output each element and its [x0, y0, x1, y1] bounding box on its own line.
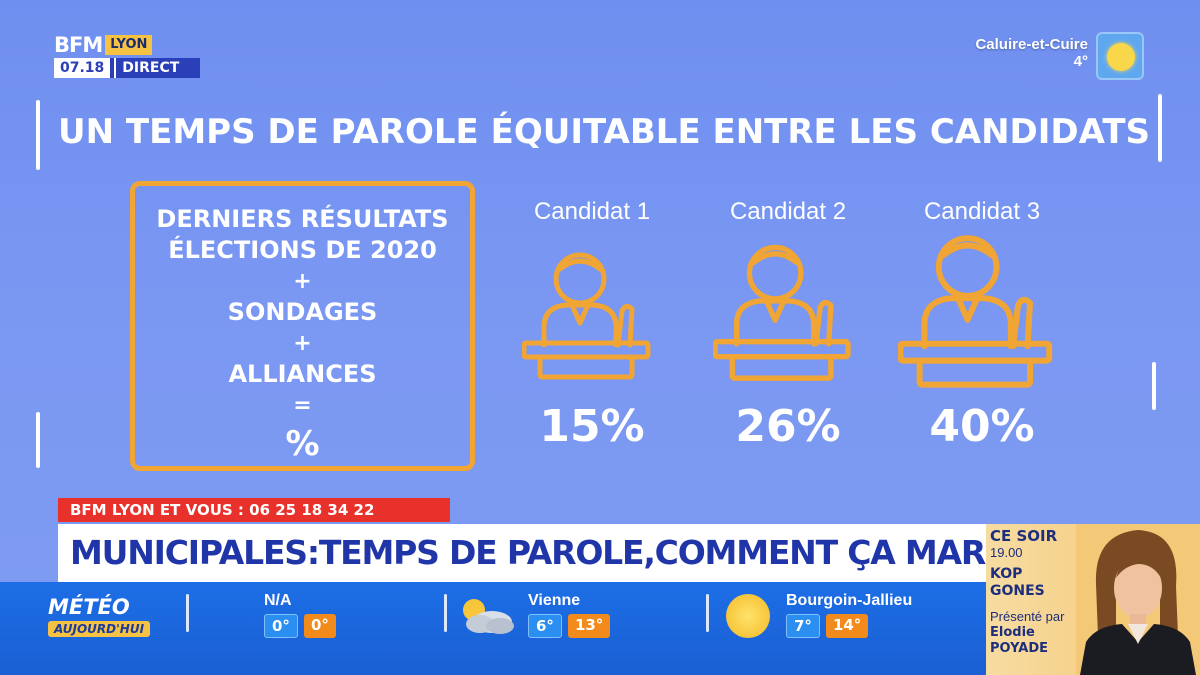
cloud-sun-icon [463, 599, 514, 634]
graphic-title: UN TEMPS DE PAROLE ÉQUITABLE ENTRE LES C… [58, 112, 1151, 152]
decor-tick [1152, 362, 1156, 410]
weather-label: MÉTÉO AUJOURD'HUI [48, 596, 166, 637]
temp-min: 6° [528, 614, 562, 638]
brand-name: BFM [54, 33, 103, 57]
weather-city-3: Bourgoin-Jallieu 7° 14° [786, 591, 912, 638]
candidate-share: 26% [735, 401, 841, 452]
formula-box: DERNIERS RÉSULTATS ÉLECTIONS DE 2020 + S… [130, 181, 475, 471]
candidate-name: Candidat 2 [729, 198, 847, 225]
formula-operator: + [293, 269, 312, 294]
host-name: Elodie POYADE [990, 625, 1049, 656]
decor-tick [1158, 94, 1162, 162]
temp-min: 7° [786, 614, 820, 638]
tonight-label: CE SOIR [990, 527, 1058, 545]
candidate-3: Candidat 3 40% [892, 197, 1072, 453]
formula-line: DERNIERS RÉSULTATS [156, 205, 449, 233]
city-name: Bourgoin-Jallieu [786, 592, 913, 609]
speaker-at-podium-icon [522, 252, 651, 380]
temp-max: 0° [303, 614, 336, 638]
separator [706, 594, 709, 632]
tonight-show: KOP GONES [990, 566, 1045, 599]
temp-min: 0° [264, 614, 298, 638]
tonight-time: 19.00 [990, 545, 1023, 560]
tonight-panel: CE SOIR 19.00 KOP GONES Présenté par Elo… [986, 524, 1200, 675]
live-label: DIRECT [114, 58, 185, 78]
weather-city-2: Vienne 6° 13° [528, 591, 611, 638]
city-name: Vienne [528, 592, 581, 609]
contact-tag: BFM LYON ET VOUS : 06 25 18 34 22 [58, 498, 450, 522]
formula-line: ÉLECTIONS DE 2020 [168, 236, 437, 264]
current-weather-temp: 4° [1073, 53, 1088, 70]
weather-label-bottom: AUJOURD'HUI [48, 621, 151, 637]
formula-operator: = [293, 393, 312, 418]
formula-line: ALLIANCES [228, 360, 377, 388]
candidate-2: Candidat 2 26% [698, 197, 878, 453]
speaker-at-podium-icon [898, 235, 1053, 388]
formula-result: % [285, 424, 320, 464]
decor-tick [36, 100, 40, 170]
candidate-share: 15% [539, 401, 645, 452]
decor-tick [36, 412, 40, 468]
speaker-at-podium-icon [713, 244, 851, 381]
sun-icon [726, 594, 770, 638]
presented-by: Présenté par [990, 609, 1065, 624]
candidate-name: Candidat 3 [923, 198, 1041, 225]
headline: MUNICIPALES:TEMPS DE PAROLE,COMMENT ÇA M… [70, 533, 1075, 572]
candidate-share: 40% [929, 401, 1035, 452]
candidate-name: Candidat 1 [533, 198, 651, 225]
sun-icon [1096, 32, 1144, 80]
presenter-photo [1076, 524, 1200, 675]
city-name: N/A [264, 592, 292, 609]
brand-city: LYON [105, 35, 153, 55]
formula-line: SONDAGES [227, 298, 378, 326]
separator [186, 594, 189, 632]
weather-city-1: N/A 0° 0° [264, 591, 336, 638]
temp-max: 13° [567, 614, 611, 638]
current-weather-city: Caluire-et-Cuire [975, 36, 1088, 53]
clock: 07.18 [54, 58, 111, 78]
headline-bar [58, 524, 986, 582]
weather-label-top: MÉTÉO [48, 595, 130, 619]
formula-operator: + [293, 331, 312, 356]
current-weather: Caluire-et-Cuire 4° [975, 36, 1088, 70]
temp-max: 14° [825, 614, 869, 638]
channel-logo: BFM LYON 07.18 DIRECT [54, 34, 200, 80]
candidate-1: Candidat 1 15% [502, 197, 682, 453]
separator [444, 594, 447, 632]
